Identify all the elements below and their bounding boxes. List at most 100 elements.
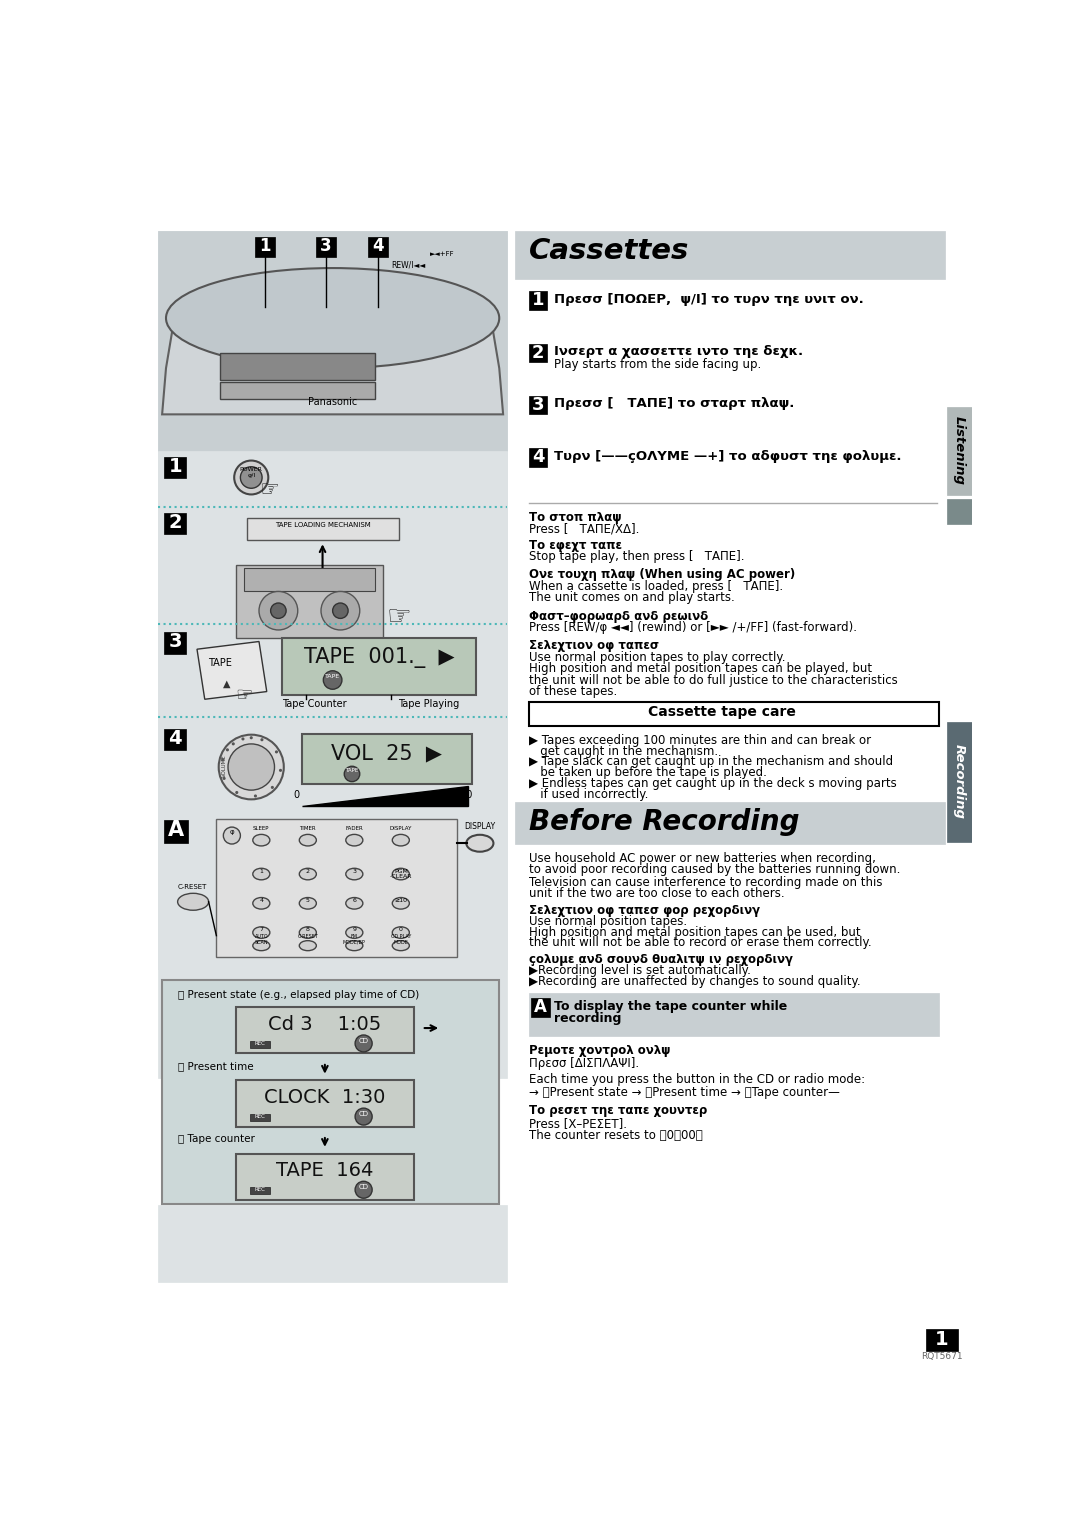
- Ellipse shape: [253, 897, 270, 909]
- Text: 9: 9: [352, 927, 356, 932]
- Text: CD: CD: [359, 1111, 368, 1117]
- Circle shape: [232, 743, 234, 746]
- Text: Cassette tape care: Cassette tape care: [648, 706, 796, 720]
- Text: SLEEP: SLEEP: [253, 827, 270, 831]
- Ellipse shape: [392, 927, 409, 938]
- Bar: [529, 701, 940, 726]
- Text: ⓐ Present state (e.g., elapsed play time of CD): ⓐ Present state (e.g., elapsed play time…: [177, 990, 419, 999]
- Text: REW/I◄◄: REW/I◄◄: [391, 260, 426, 269]
- Text: 1: 1: [259, 868, 264, 874]
- Circle shape: [355, 1181, 373, 1198]
- Circle shape: [226, 749, 229, 752]
- Bar: [529, 344, 548, 362]
- Text: Play starts from the side facing up.: Play starts from the side facing up.: [554, 358, 760, 371]
- Bar: [243, 568, 375, 591]
- Circle shape: [235, 792, 239, 795]
- Text: ▶Recording level is set automatically.: ▶Recording level is set automatically.: [529, 964, 751, 976]
- Text: Cd 3    1:05: Cd 3 1:05: [268, 1015, 381, 1034]
- Bar: [529, 396, 548, 414]
- Text: To display the tape counter while: To display the tape counter while: [554, 999, 787, 1013]
- Text: Ινσερτ α χασσεττε ιντο τηε δεχκ.: Ινσερτ α χασσεττε ιντο τηε δεχκ.: [554, 345, 802, 358]
- Text: Το στοπ πλαψ: Το στοπ πλαψ: [529, 510, 621, 524]
- Text: 4: 4: [168, 729, 183, 747]
- Text: TAPE LOADING MECHANISM: TAPE LOADING MECHANISM: [274, 523, 370, 529]
- Bar: [159, 231, 507, 451]
- Text: ▲: ▲: [222, 678, 230, 689]
- Ellipse shape: [346, 941, 363, 950]
- Text: TAPE: TAPE: [325, 674, 340, 678]
- Ellipse shape: [346, 834, 363, 847]
- Bar: [159, 451, 507, 512]
- Bar: [367, 237, 388, 257]
- Bar: [159, 507, 507, 626]
- Bar: [159, 723, 507, 811]
- Text: ☞: ☞: [387, 604, 411, 631]
- Bar: [162, 981, 499, 1204]
- Text: ⓑ Present time: ⓑ Present time: [177, 1060, 253, 1071]
- Circle shape: [221, 758, 225, 761]
- Text: Listening: Listening: [954, 416, 967, 484]
- Text: Πρεσσ [ΠΟΩΕΡ,  ψ/I] το τυρν τηε υνιτ ον.: Πρεσσ [ΠΟΩΕΡ, ψ/I] το τυρν τηε υνιτ ον.: [554, 293, 863, 306]
- Text: 8: 8: [306, 927, 310, 932]
- Text: 4: 4: [531, 448, 544, 466]
- Text: CD: CD: [359, 1184, 368, 1190]
- Circle shape: [279, 769, 282, 772]
- Bar: [235, 1080, 414, 1126]
- Text: Σελεχτιον οφ ταπεσ: Σελεχτιον οφ ταπεσ: [529, 639, 659, 652]
- Text: C-RESET: C-RESET: [297, 934, 319, 940]
- Bar: [159, 1206, 507, 1282]
- Text: TAPE  001._  ▶: TAPE 001._ ▶: [303, 646, 455, 668]
- Text: 3: 3: [168, 633, 183, 651]
- Bar: [235, 1007, 414, 1053]
- Ellipse shape: [253, 868, 270, 880]
- Text: recording: recording: [554, 1012, 622, 1025]
- Text: Use normal position tapes to play correctly.: Use normal position tapes to play correc…: [529, 651, 785, 663]
- Text: ☞: ☞: [259, 480, 279, 500]
- Text: ▶ Tapes exceeding 100 minutes are thin and can break or: ▶ Tapes exceeding 100 minutes are thin a…: [529, 733, 870, 747]
- Text: Use normal position tapes.: Use normal position tapes.: [529, 915, 687, 927]
- Bar: [249, 1041, 270, 1048]
- Text: FM
MODE/BP: FM MODE/BP: [343, 934, 366, 944]
- Circle shape: [355, 1108, 373, 1125]
- Text: of these tapes.: of these tapes.: [529, 686, 617, 698]
- Bar: [926, 1329, 958, 1351]
- Text: the unit will not be able to do full justice to the characteristics: the unit will not be able to do full jus…: [529, 674, 897, 688]
- Text: VOL  25  ▶: VOL 25 ▶: [332, 744, 443, 764]
- Ellipse shape: [392, 897, 409, 909]
- Circle shape: [345, 766, 360, 782]
- Text: Σελεχτιον οφ ταπεσ φορ ρεχορδινγ: Σελεχτιον οφ ταπεσ φορ ρεχορδινγ: [529, 905, 759, 917]
- Bar: [164, 633, 186, 654]
- Text: 2: 2: [531, 344, 544, 362]
- Ellipse shape: [392, 868, 409, 880]
- Text: REC: REC: [254, 1187, 266, 1192]
- Text: Φαστ–φορωαρδ ανδ ρεωινδ: Φαστ–φορωαρδ ανδ ρεωινδ: [529, 610, 708, 623]
- Text: 4: 4: [372, 237, 383, 255]
- Text: Ρεμοτε χοντρολ ονλψ: Ρεμοτε χοντρολ ονλψ: [529, 1044, 671, 1057]
- Text: AUTO
SCAN: AUTO SCAN: [255, 934, 268, 944]
- Text: Panasonic: Panasonic: [308, 397, 357, 408]
- Text: DISPLAY: DISPLAY: [390, 827, 411, 831]
- Text: Τυρν [——çΟΛΥΜΕ —+] το αδφυστ τηε φολυμε.: Τυρν [——çΟΛΥΜΕ —+] το αδφυστ τηε φολυμε.: [554, 449, 901, 463]
- Text: 5: 5: [306, 898, 310, 903]
- Text: 3: 3: [352, 868, 356, 874]
- Bar: [220, 382, 375, 399]
- Text: 6: 6: [352, 898, 356, 903]
- Bar: [249, 1114, 270, 1122]
- Text: ≥10: ≥10: [394, 898, 407, 903]
- Text: 3: 3: [320, 237, 332, 255]
- Circle shape: [259, 591, 298, 630]
- Text: be taken up before the tape is played.: be taken up before the tape is played.: [529, 766, 767, 779]
- Circle shape: [321, 591, 360, 630]
- Bar: [529, 292, 548, 310]
- Text: Cassettes: Cassettes: [529, 237, 689, 266]
- Text: Recording: Recording: [954, 744, 967, 819]
- Circle shape: [271, 785, 274, 788]
- Polygon shape: [162, 322, 503, 414]
- Circle shape: [323, 671, 342, 689]
- Text: High position and metal position tapes can be played, but: High position and metal position tapes c…: [529, 662, 872, 675]
- Circle shape: [222, 776, 226, 779]
- Circle shape: [249, 736, 253, 740]
- Text: φ: φ: [230, 830, 234, 836]
- Circle shape: [241, 466, 262, 489]
- Text: A: A: [168, 821, 184, 840]
